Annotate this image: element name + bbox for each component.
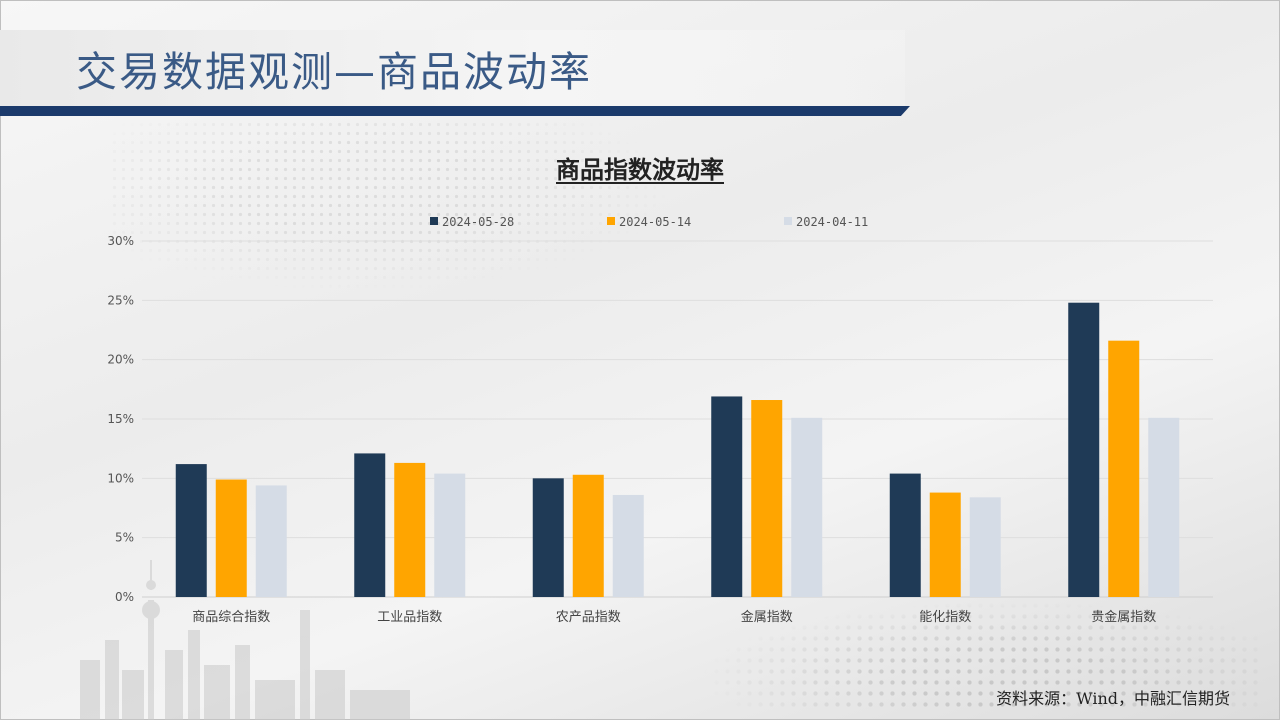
- x-category-label: 贵金属指数: [1091, 609, 1156, 625]
- category-labels: 商品综合指数 工业品指数 农产品指数 金属指数 能化指数 贵金属指数: [192, 609, 1156, 625]
- legend-swatch: [430, 217, 438, 225]
- y-tick-label: 10%: [107, 471, 134, 485]
- y-tick-label: 25%: [107, 293, 134, 307]
- legend-label: 2024-05-14: [619, 215, 691, 229]
- x-category-label: 金属指数: [741, 609, 793, 625]
- bar-2024-05-28: [711, 396, 743, 597]
- source-note: 资料来源：Wind，中融汇信期货: [996, 689, 1230, 708]
- title-rule: [0, 106, 910, 116]
- bar-2024-04-11: [791, 417, 823, 597]
- bar-2024-05-14: [215, 479, 247, 597]
- y-tick-label: 15%: [107, 412, 134, 426]
- y-tick-label: 20%: [107, 353, 134, 367]
- dot-pattern-decoration: [700, 600, 1260, 710]
- bar-2024-04-11: [434, 473, 466, 597]
- bar-2024-05-14: [572, 474, 604, 597]
- chart-title-text: 商品指数波动率: [556, 156, 724, 184]
- bar-2024-05-28: [532, 478, 564, 597]
- chart-title: 商品指数波动率: [0, 150, 1280, 185]
- x-category-label: 工业品指数: [377, 610, 442, 625]
- bar-2024-04-11: [969, 497, 1001, 597]
- bar-2024-04-11: [612, 494, 644, 597]
- legend-swatch: [607, 217, 615, 225]
- bar-2024-05-28: [1068, 302, 1100, 597]
- x-category-label: 商品综合指数: [192, 610, 270, 625]
- legend-swatch: [784, 217, 792, 225]
- page-title: 交易数据观测—商品波动率: [76, 48, 592, 96]
- bar-2024-05-14: [929, 492, 961, 597]
- x-category-label: 农产品指数: [556, 610, 621, 625]
- bar-2024-05-28: [175, 464, 207, 597]
- bar-2024-04-11: [1148, 417, 1180, 597]
- bars: [175, 302, 1180, 597]
- bar-2024-05-28: [889, 473, 921, 597]
- bar-2024-04-11: [255, 485, 287, 597]
- legend: 2024-05-28 2024-05-14 2024-04-11: [430, 215, 868, 229]
- y-axis-ticks: 0% 5% 10% 15% 20% 25% 30%: [107, 234, 134, 604]
- title-band: [0, 30, 905, 106]
- legend-label: 2024-04-11: [796, 215, 868, 229]
- legend-label: 2024-05-28: [442, 215, 514, 229]
- bar-2024-05-14: [394, 462, 426, 597]
- gridlines: [142, 240, 1213, 598]
- world-map-dots-decoration: [110, 120, 670, 290]
- y-tick-label: 0%: [115, 590, 134, 604]
- city-skyline-decoration: [80, 560, 410, 720]
- bar-2024-05-14: [1108, 340, 1140, 597]
- x-category-label: 能化指数: [919, 610, 971, 625]
- bar-2024-05-28: [354, 453, 386, 597]
- y-tick-label: 5%: [115, 531, 134, 545]
- bar-2024-05-14: [751, 400, 783, 597]
- y-tick-label: 30%: [107, 234, 134, 248]
